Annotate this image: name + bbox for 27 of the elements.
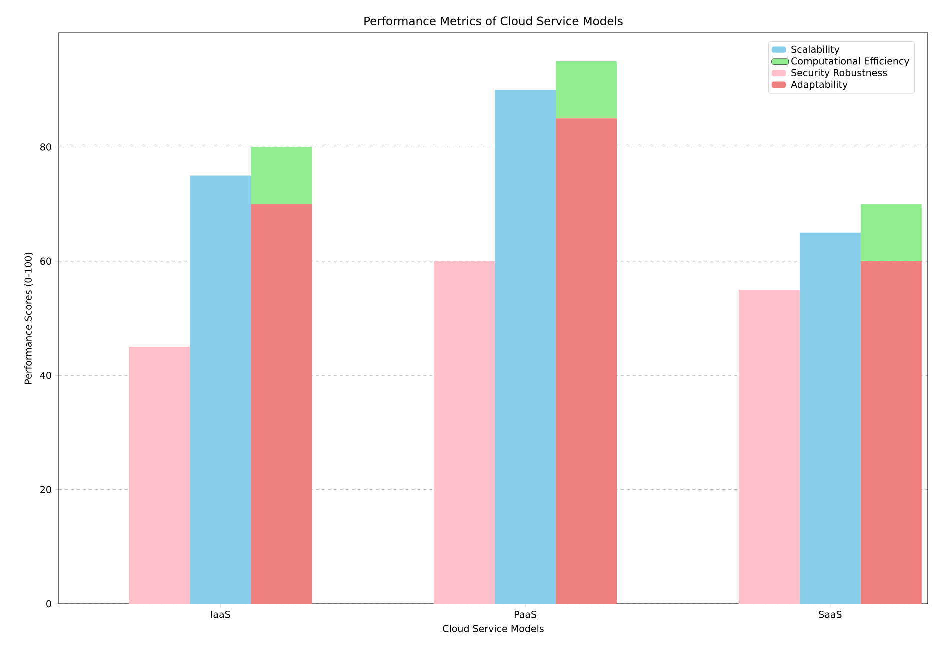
y-axis-title: Performance Scores (0-100) xyxy=(24,252,34,384)
bar xyxy=(860,204,922,262)
bar xyxy=(800,232,861,604)
bar xyxy=(434,261,496,604)
bar xyxy=(860,261,922,604)
bar xyxy=(556,62,617,119)
legend-label: Security Robustness xyxy=(792,69,888,78)
x-axis-title: Cloud Service Models xyxy=(443,625,544,632)
y-tick-label: 40 xyxy=(40,372,52,380)
x-tick-label: IaaS xyxy=(211,611,230,618)
bar xyxy=(190,176,252,604)
chart-title: Performance Metrics of Cloud Service Models xyxy=(364,16,623,26)
x-tick-label: SaaS xyxy=(819,611,842,618)
bar xyxy=(738,290,800,604)
legend-label: Adaptability xyxy=(791,80,848,90)
y-tick-label: 20 xyxy=(40,486,52,494)
bar xyxy=(251,204,312,604)
y-tick-label: 60 xyxy=(40,258,52,265)
x-tick-label: PaaS xyxy=(514,611,536,618)
bar xyxy=(556,118,617,604)
y-tick-label: 80 xyxy=(40,144,52,151)
bar xyxy=(495,90,556,604)
bar xyxy=(129,347,190,604)
legend-label: Computational Efficiency xyxy=(792,57,910,67)
legend-label: Scalability xyxy=(792,46,840,55)
y-tick-label: 0 xyxy=(46,600,52,608)
bar xyxy=(251,147,312,204)
